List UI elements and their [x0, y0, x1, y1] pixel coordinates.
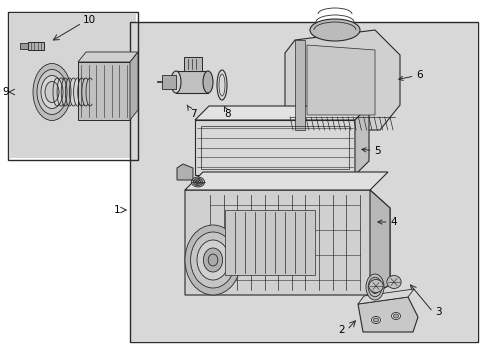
Ellipse shape — [203, 71, 213, 93]
Ellipse shape — [370, 282, 380, 291]
Polygon shape — [184, 190, 389, 295]
Text: 3: 3 — [434, 307, 441, 317]
Ellipse shape — [373, 318, 378, 322]
Bar — [224, 210, 314, 275]
Ellipse shape — [388, 278, 398, 287]
Ellipse shape — [195, 180, 200, 184]
Ellipse shape — [191, 177, 204, 187]
Polygon shape — [357, 297, 417, 332]
Ellipse shape — [203, 248, 222, 272]
Text: 7: 7 — [187, 105, 196, 119]
Polygon shape — [162, 75, 176, 89]
Bar — [20, 43, 28, 49]
Polygon shape — [177, 164, 193, 180]
Polygon shape — [369, 190, 389, 295]
Polygon shape — [285, 30, 399, 130]
Ellipse shape — [208, 254, 217, 266]
Ellipse shape — [37, 69, 67, 114]
Bar — [28, 42, 44, 50]
Text: 1: 1 — [113, 205, 120, 215]
Text: 10: 10 — [83, 15, 96, 25]
Bar — [183, 57, 202, 71]
Ellipse shape — [393, 314, 398, 318]
Ellipse shape — [171, 71, 181, 93]
Ellipse shape — [372, 284, 378, 288]
Text: 2: 2 — [338, 325, 345, 335]
Bar — [130, 22, 477, 342]
Polygon shape — [357, 289, 413, 304]
Polygon shape — [195, 106, 368, 120]
Ellipse shape — [370, 280, 379, 293]
Ellipse shape — [371, 316, 380, 324]
Polygon shape — [354, 106, 368, 175]
Ellipse shape — [391, 312, 400, 320]
Ellipse shape — [367, 277, 381, 297]
Text: 9: 9 — [2, 87, 9, 97]
Ellipse shape — [309, 19, 359, 41]
Bar — [8, 12, 138, 160]
Ellipse shape — [41, 76, 63, 108]
Polygon shape — [184, 172, 387, 190]
Ellipse shape — [45, 81, 59, 103]
Text: 6: 6 — [398, 70, 422, 80]
Ellipse shape — [386, 275, 400, 288]
Polygon shape — [78, 52, 138, 62]
Ellipse shape — [184, 225, 241, 295]
Polygon shape — [294, 40, 305, 130]
Ellipse shape — [365, 274, 383, 300]
Ellipse shape — [193, 179, 202, 185]
Ellipse shape — [190, 232, 235, 288]
Ellipse shape — [197, 240, 228, 280]
Text: 8: 8 — [224, 106, 231, 119]
Text: 5: 5 — [361, 146, 380, 156]
Bar — [78, 62, 130, 120]
Ellipse shape — [368, 279, 383, 292]
Polygon shape — [306, 45, 374, 115]
Bar — [195, 120, 354, 175]
Bar — [201, 126, 348, 169]
Bar — [131, 23, 476, 341]
Ellipse shape — [33, 63, 71, 121]
Polygon shape — [130, 52, 138, 120]
Text: 4: 4 — [377, 217, 396, 227]
Bar — [176, 71, 207, 93]
Ellipse shape — [390, 279, 396, 284]
Bar — [10, 14, 136, 158]
